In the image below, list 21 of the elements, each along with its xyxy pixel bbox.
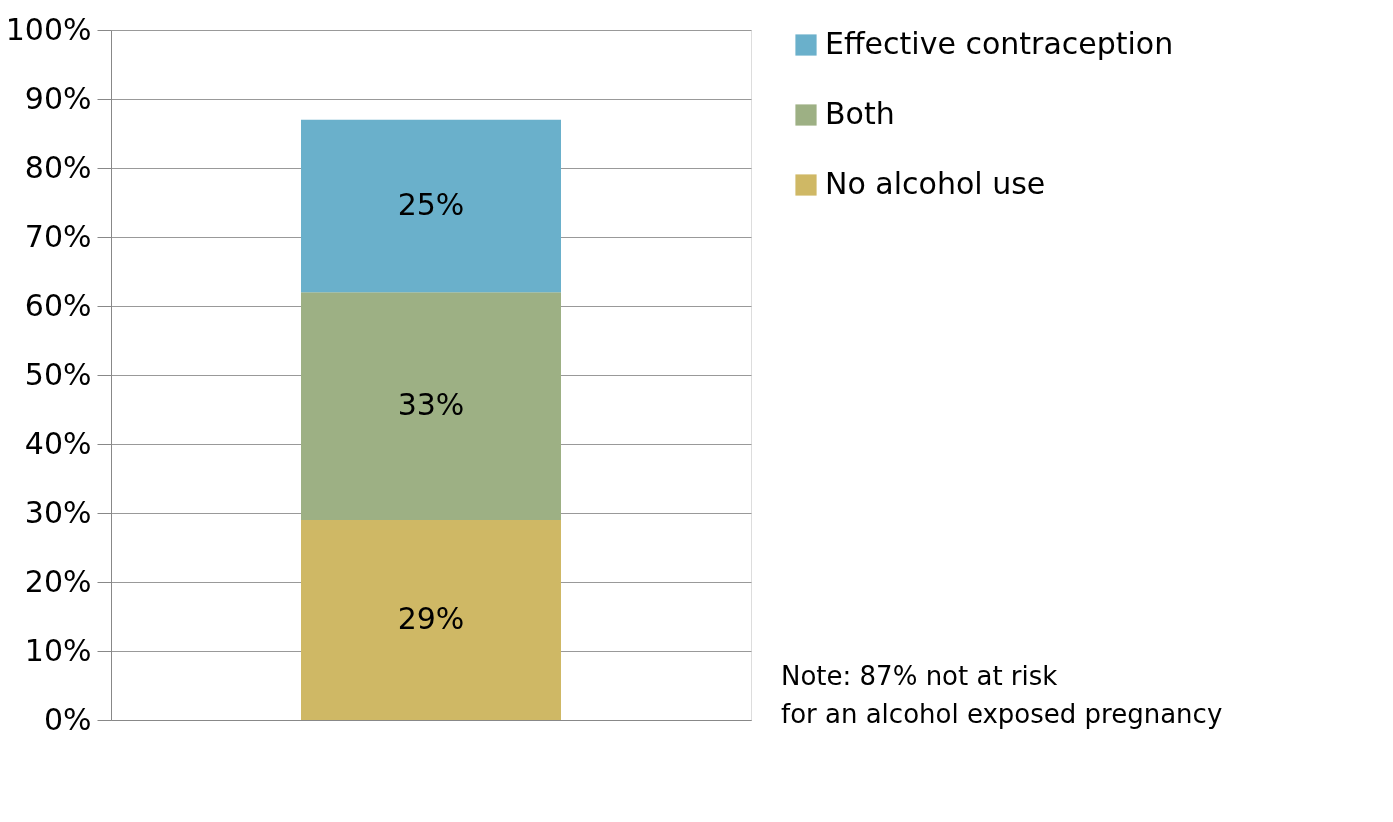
y-tick-label: 90%: [24, 80, 92, 116]
text: Note: 87% not at risk for an alcohol exposed pregnancy: [781, 661, 1223, 729]
y-tick-label: 30%: [24, 494, 92, 530]
y-tick-label: 10%: [24, 632, 92, 668]
data-label: 33%: [397, 387, 465, 423]
y-tick-label: 80%: [24, 149, 92, 185]
legend-label: No alcohol use: [825, 166, 1046, 201]
y-tick-label: 100%: [5, 11, 92, 47]
y-tick-label: 20%: [24, 563, 92, 599]
legend-label: Effective contraception: [825, 26, 1174, 61]
y-tick-label: 70%: [24, 218, 92, 254]
y-tick-label: 60%: [24, 287, 92, 323]
legend-label: Both: [825, 96, 895, 131]
bar: [301, 519, 561, 720]
data-label: 29%: [397, 600, 465, 636]
y-tick-label: 40%: [24, 425, 92, 461]
y-tick-label: 50%: [24, 356, 92, 392]
bar: [301, 292, 561, 520]
bar: [301, 119, 561, 293]
data-label: 25%: [397, 186, 465, 222]
y-tick-label: 0%: [43, 701, 92, 737]
